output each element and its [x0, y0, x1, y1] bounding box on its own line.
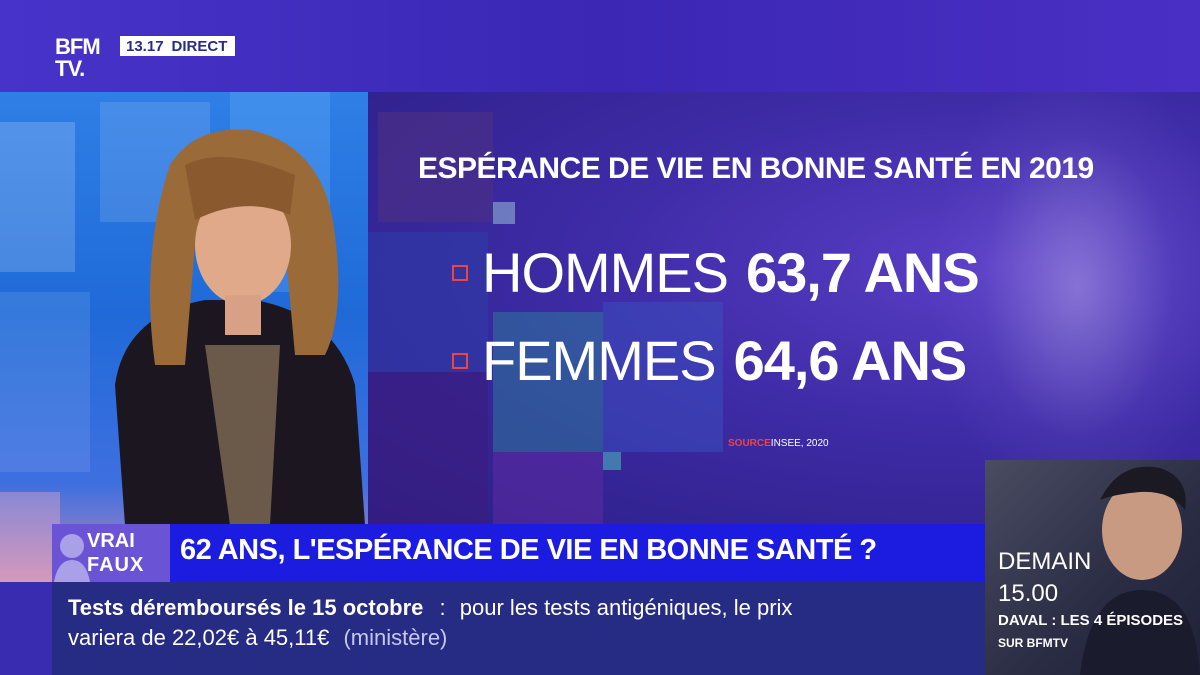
- headline-bar: [170, 524, 985, 582]
- live-label: DIRECT: [171, 37, 228, 55]
- promo-panel: [985, 460, 1200, 675]
- ticker-muted: (ministère): [343, 625, 448, 650]
- stat-value: 63,7 ANS: [746, 241, 980, 304]
- stat-label: FEMMES: [482, 329, 717, 392]
- source-value: INSEE, 2020: [770, 438, 829, 449]
- stat-row-hommes: HOMMES 63,7 ANS: [452, 240, 980, 305]
- promo-channel: SUR BFMTV: [998, 636, 1068, 650]
- source-credit: SOURCEINSEE, 2020: [728, 438, 829, 449]
- presenter-figure: [115, 129, 365, 525]
- logo-line-2: TV.: [55, 56, 85, 81]
- channel-logo: BFM TV.: [55, 36, 115, 84]
- stat-label: HOMMES: [482, 241, 729, 304]
- stat-value: 64,6 ANS: [733, 329, 968, 392]
- ticker-line-2: variera de 22,02€ à 45,11€ (ministère): [68, 625, 447, 651]
- logo-line-1: BFM: [55, 34, 101, 59]
- graphic-title: ESPÉRANCE DE VIE EN BONNE SANTÉ EN 2019: [418, 152, 1094, 185]
- ticker-bold: Tests déremboursés le 15 octobre: [68, 595, 424, 620]
- promo-portrait: [1080, 466, 1200, 675]
- ticker-text-1: pour les tests antigéniques, le prix: [459, 595, 793, 620]
- news-ticker: [52, 582, 985, 675]
- segment-faux: FAUX: [87, 554, 145, 576]
- vrai-faux-badge: VRAI FAUX: [52, 524, 170, 582]
- clock-time: 13.17: [126, 37, 164, 55]
- ticker-text-2: variera de 22,02€ à 45,11€: [68, 625, 330, 650]
- promo-show: DAVAL : LES 4 ÉPISODES: [998, 612, 1184, 629]
- bullet-square-icon: [452, 352, 468, 369]
- headline: 62 ANS, L'ESPÉRANCE DE VIE EN BONNE SANT…: [180, 534, 877, 566]
- infographic-panel: [368, 92, 1200, 525]
- segment-vrai: VRAI: [87, 530, 135, 552]
- bullet-square-icon: [452, 264, 468, 281]
- ticker-line-1: Tests déremboursés le 15 octobre : pour …: [68, 595, 792, 621]
- live-clock-badge: 13.17 DIRECT: [120, 36, 236, 56]
- stat-row-femmes: FEMMES 64,6 ANS: [452, 328, 968, 393]
- promo-time: 15.00: [998, 580, 1059, 607]
- source-key: SOURCE: [728, 438, 771, 449]
- ticker-separator: :: [439, 595, 446, 620]
- promo-when: DEMAIN: [998, 548, 1092, 575]
